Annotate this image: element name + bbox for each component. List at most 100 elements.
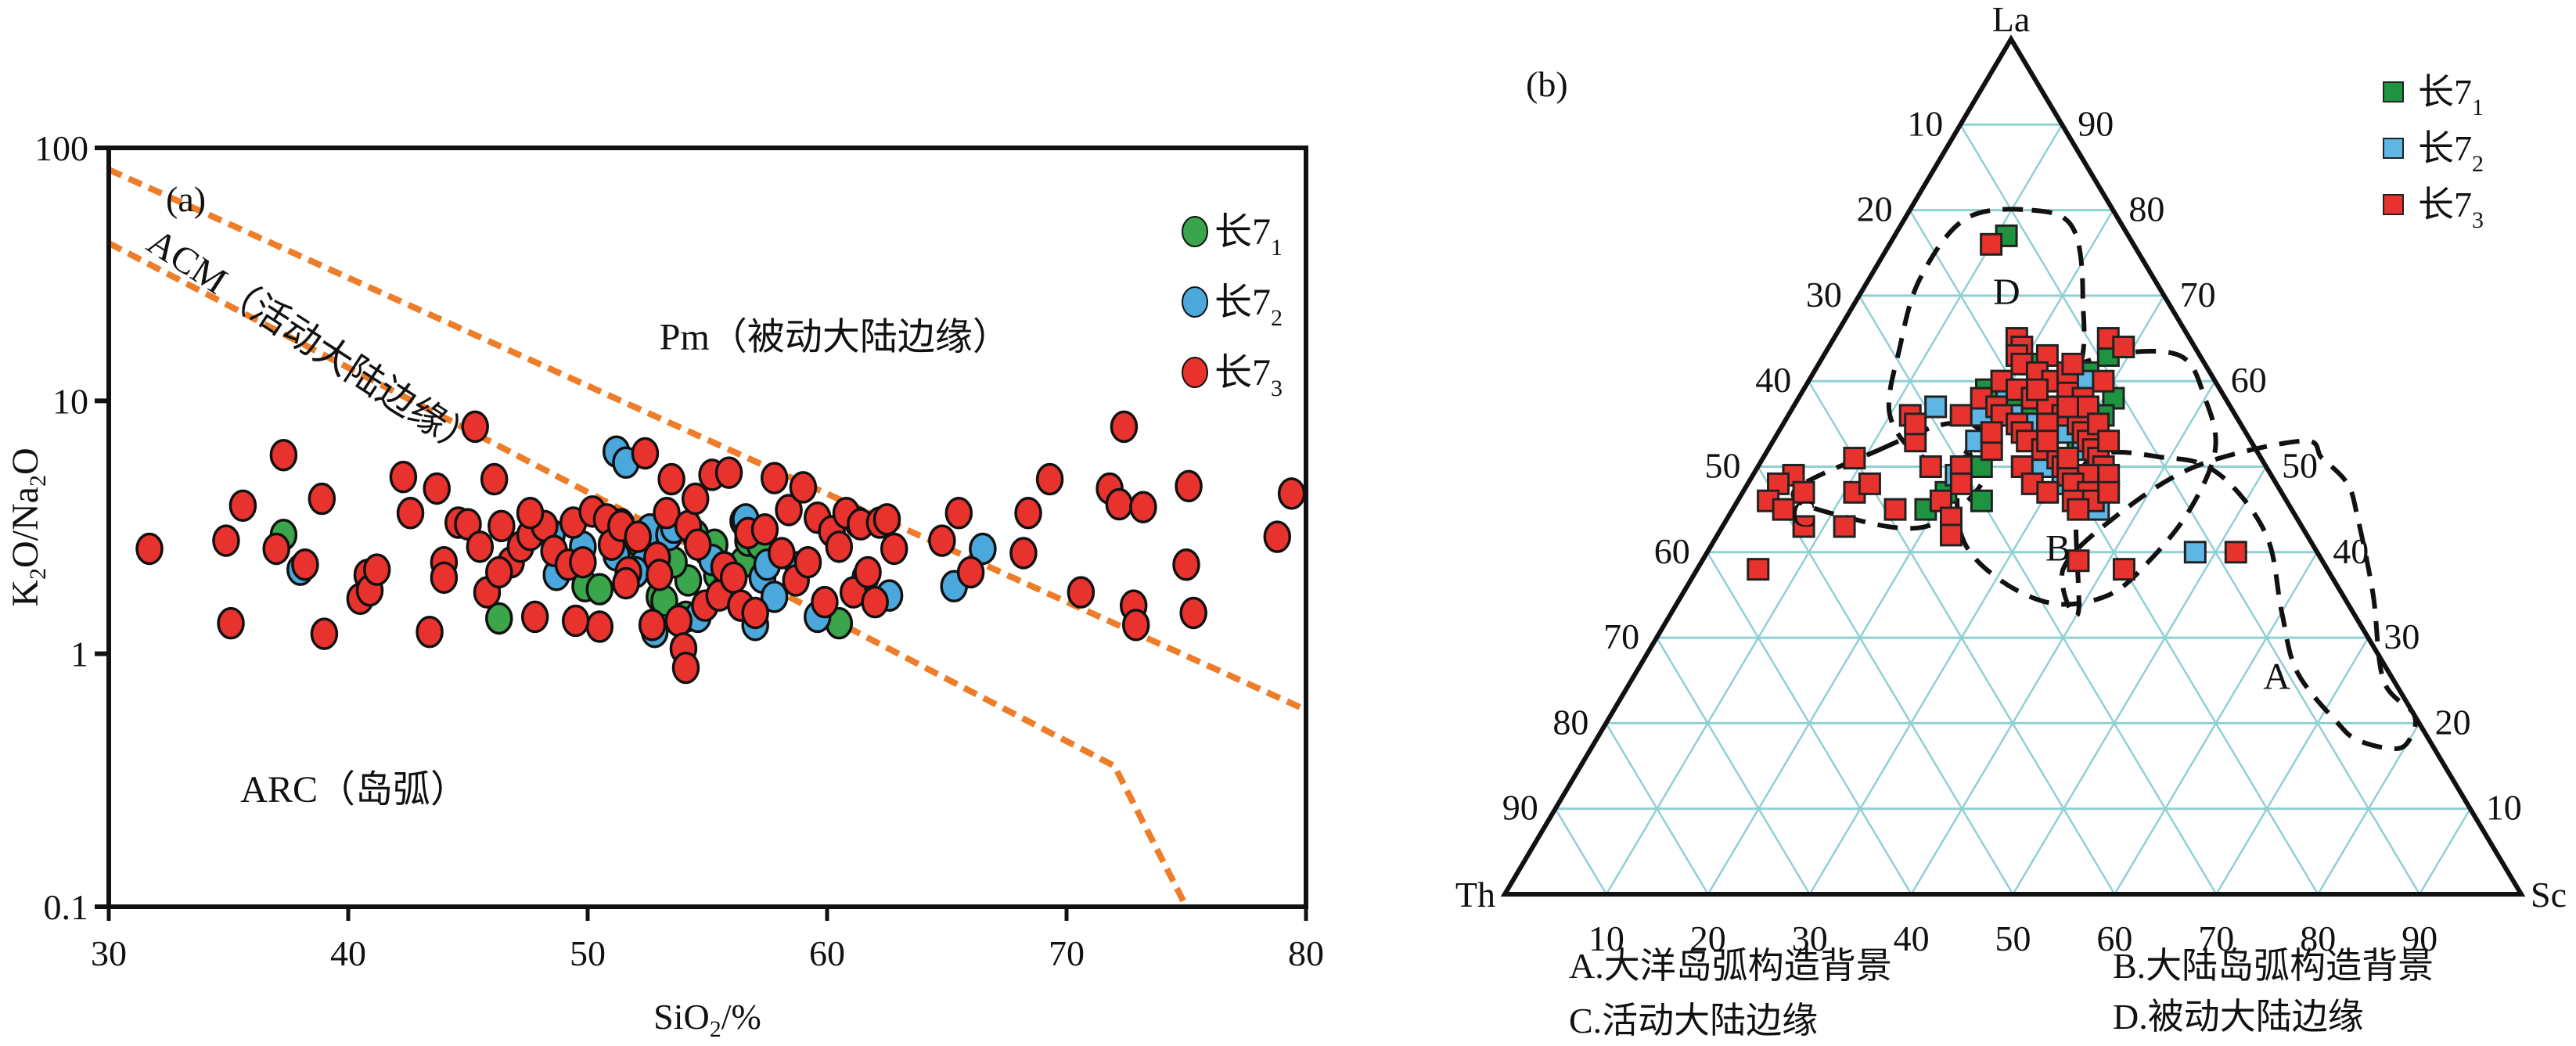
grid-line xyxy=(1858,295,2218,895)
data-point xyxy=(212,524,240,557)
data-point xyxy=(1924,395,1948,419)
data-point xyxy=(1792,480,1815,504)
legend-label-sub: 3 xyxy=(2472,207,2484,233)
data-point xyxy=(1067,576,1096,609)
grid-line xyxy=(2012,465,2268,895)
right-axis-label: 90 xyxy=(2078,103,2114,143)
data-point xyxy=(1179,596,1207,630)
data-point xyxy=(262,532,290,566)
data-point xyxy=(291,548,319,581)
data-point xyxy=(646,559,674,591)
data-point xyxy=(956,555,985,589)
y-axis-label-sub: 2 xyxy=(25,568,51,580)
data-point xyxy=(1175,469,1203,503)
data-point xyxy=(485,555,513,589)
x-axis-ticks: 30 40 50 60 70 80 xyxy=(91,907,1324,973)
data-point xyxy=(389,460,418,494)
x-axis-label-main: SiO xyxy=(653,997,710,1037)
field-caption: C.活动大陆边缘 xyxy=(1569,1001,1818,1041)
data-point xyxy=(768,537,796,570)
data-point xyxy=(217,606,245,640)
data-point xyxy=(750,513,779,546)
data-point xyxy=(2112,558,2135,581)
data-point xyxy=(516,497,545,530)
legend-label-main: 长7 xyxy=(2418,72,2472,112)
data-point xyxy=(1940,523,1963,547)
legend-label-sub: 3 xyxy=(1271,376,1283,401)
data-point xyxy=(1904,412,1927,436)
data-point xyxy=(1014,497,1042,530)
right-axis-label: 30 xyxy=(2384,616,2419,656)
data-point xyxy=(1277,477,1306,510)
y-axis-label-sub: 2 xyxy=(25,475,51,487)
legend-label: 长71 xyxy=(1214,211,1283,261)
data-point xyxy=(880,532,908,566)
data-point xyxy=(1110,410,1139,444)
data-point xyxy=(793,545,822,579)
y-tick-label: 100 xyxy=(34,128,88,168)
right-axis-label: 60 xyxy=(2231,360,2267,400)
legend-marker xyxy=(2383,81,2404,102)
bottom-axis-label: 80 xyxy=(2300,918,2336,958)
data-point xyxy=(135,532,164,566)
bottom-axis-label: 70 xyxy=(2198,918,2234,958)
data-point xyxy=(561,604,590,638)
grid-line xyxy=(1706,552,1912,895)
data-point xyxy=(1858,472,1881,495)
data-point xyxy=(2036,480,2060,504)
data-point xyxy=(969,532,997,566)
left-axis-label: 60 xyxy=(1654,531,1690,571)
data-point xyxy=(1263,520,1292,553)
legend-label-main: 长7 xyxy=(1214,211,1271,253)
legend-a: 长71 长72 长7 3 xyxy=(1182,211,1283,401)
data-point xyxy=(1883,498,1907,521)
data-point xyxy=(638,609,667,642)
legend-label-sub: 1 xyxy=(2472,95,2484,120)
field-captions: A.大洋岛弧构造背景 B.大陆岛弧构造背景 C.活动大陆边缘 D.被动大陆边缘 xyxy=(1569,946,2434,1041)
data-point xyxy=(480,462,509,496)
panel-label-b: (b) xyxy=(1526,64,1568,104)
data-point xyxy=(741,596,769,630)
data-point xyxy=(520,600,549,634)
y-tick-label: 10 xyxy=(52,381,88,421)
legend-label-main: 长7 xyxy=(2418,128,2472,168)
data-point xyxy=(2092,369,2115,393)
data-point xyxy=(1772,498,1795,521)
data-point xyxy=(719,561,748,595)
grid-line xyxy=(2215,637,2369,895)
apex-label-th: Th xyxy=(1455,875,1495,915)
x-tick-label: 60 xyxy=(809,933,845,973)
left-axis-label: 10 xyxy=(1907,103,1943,143)
apex-label-la: La xyxy=(1992,0,2031,39)
field-label: C xyxy=(1791,494,1816,535)
legend-label-main: 长7 xyxy=(2418,185,2472,225)
field-outline-a xyxy=(2060,438,2418,752)
data-point xyxy=(585,573,614,606)
data-point xyxy=(657,462,685,496)
boundary-line xyxy=(109,240,1189,907)
data-point xyxy=(2067,549,2090,573)
tectonic-boundaries xyxy=(109,167,1306,907)
region-label: ARC（岛弧） xyxy=(240,769,468,811)
data-point xyxy=(1121,609,1150,642)
left-axis-label: 40 xyxy=(1755,360,1791,400)
data-point xyxy=(681,482,710,516)
legend-label-sub: 2 xyxy=(2472,151,2484,177)
ternary-axis-labels: 10 20 30 40 50 60 70 80 90 90 80 70 60 50 40 30 20 10 10 20… xyxy=(1502,103,2522,958)
legend-marker xyxy=(1182,286,1208,318)
grid-line xyxy=(1554,808,1607,895)
field-labels: A B C D xyxy=(1791,271,2290,698)
data-point xyxy=(1970,489,1993,512)
left-axis-label: 50 xyxy=(1705,446,1741,486)
field-label: B xyxy=(2045,528,2071,570)
y-axis-label-part: O/Na xyxy=(5,487,46,568)
right-axis-label: 50 xyxy=(2282,446,2318,486)
data-point xyxy=(2061,352,2085,376)
data-point xyxy=(671,651,700,685)
data-point xyxy=(664,604,693,638)
field-label: D xyxy=(1993,271,2020,313)
ternary-frame xyxy=(1500,34,2526,897)
legend-label: 长72 xyxy=(1214,282,1283,331)
data-point xyxy=(1767,472,1790,495)
data-point xyxy=(2036,430,2060,453)
